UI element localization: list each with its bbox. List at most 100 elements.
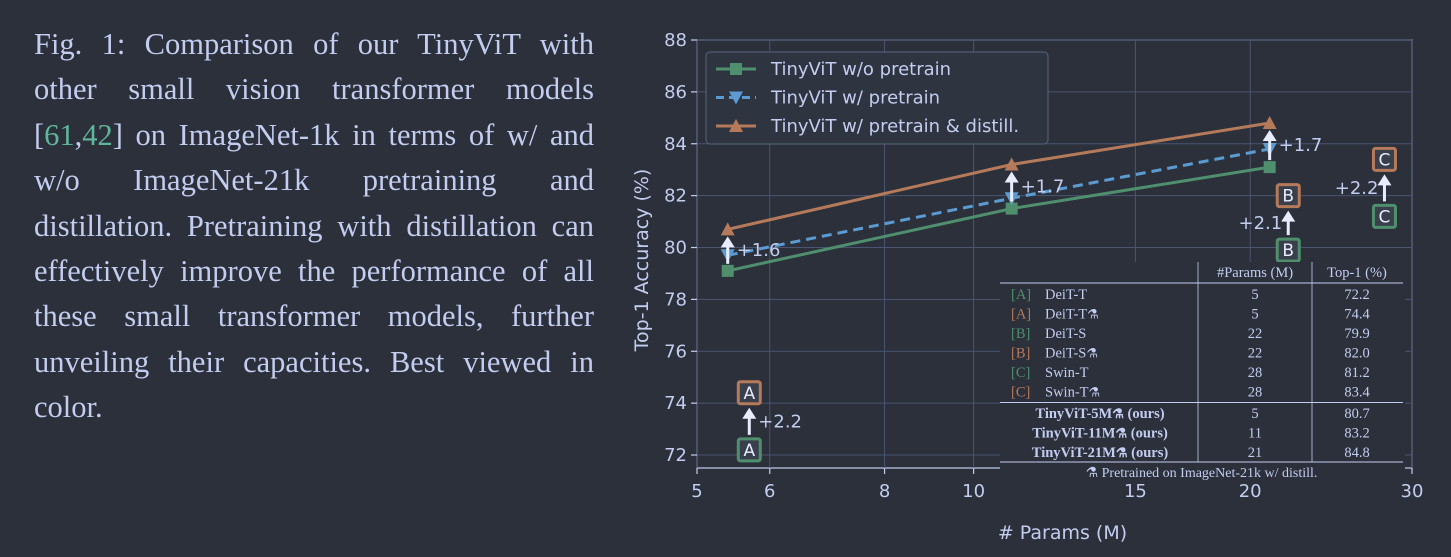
table-model-name: TinyViT-11M⚗ (ours) — [1032, 426, 1168, 442]
table-row: TinyViT-21M⚗ (ours) 21 84.8 — [1032, 445, 1370, 461]
table-header-params: #Params (M) — [1217, 265, 1293, 281]
table-row: TinyViT-11M⚗ (ours) 11 83.2 — [1032, 426, 1370, 442]
y-tick-label: 76 — [664, 341, 687, 362]
table-model-name: DeiT-T⚗ — [1045, 307, 1099, 323]
table-row: [B] DeiT-S 22 79.9 — [1011, 326, 1370, 342]
table-params-value: 22 — [1248, 326, 1263, 342]
table-footnote: ⚗ Pretrained on ImageNet-21k w/ distill. — [1086, 466, 1318, 481]
table-row-tag: [B] — [1011, 326, 1030, 342]
baseline-gain-arrow — [1377, 174, 1392, 202]
table-row: [C] Swin-T 28 81.2 — [1011, 365, 1370, 381]
table-top1-value: 84.8 — [1344, 445, 1369, 461]
series-1-point — [1005, 202, 1018, 215]
table-row: [B] DeiT-S⚗ 22 82.0 — [1011, 346, 1370, 362]
tinyvit-gain-label: +1.7 — [1021, 177, 1065, 198]
series-line-2 — [727, 147, 1270, 257]
baseline-box-letter: C — [1379, 150, 1391, 170]
table-row-tag: [A] — [1011, 307, 1031, 323]
y-tick-label: 88 — [664, 30, 687, 51]
tinyvit-gain-label: +1.6 — [737, 240, 781, 261]
series-line-1 — [727, 165, 1270, 273]
baseline-box-before: C — [1371, 203, 1397, 229]
y-axis-label: Top-1 Accuracy (%) — [631, 169, 653, 353]
series-3-point — [720, 222, 735, 236]
baseline-gain-arrow — [1281, 210, 1296, 236]
series-1-point — [721, 264, 734, 277]
tinyvit-gain-arrow — [1004, 171, 1019, 202]
arrow-head — [1004, 171, 1019, 183]
baseline-box-before: B — [1275, 237, 1301, 263]
baseline-box-before: A — [736, 437, 762, 463]
table-top1-value: 74.4 — [1344, 307, 1370, 323]
table-model-name: DeiT-T — [1045, 287, 1087, 303]
table-row-tag: [B] — [1011, 346, 1030, 362]
baseline-box-frame — [1371, 203, 1397, 229]
baseline-box-letter: B — [1282, 187, 1294, 207]
arrow-head — [742, 407, 757, 419]
table-row: [A] DeiT-T 5 72.2 — [1011, 287, 1370, 303]
table-top1-value: 81.2 — [1344, 365, 1369, 381]
baseline-box-letter: A — [743, 384, 755, 404]
y-tick-label: 72 — [664, 445, 687, 466]
table-top1-value: 82.0 — [1344, 346, 1369, 362]
baseline-box-after: A — [736, 380, 762, 406]
table-top1-value: 83.4 — [1344, 385, 1370, 401]
table-row-tag: [C] — [1011, 385, 1030, 401]
table-background — [1000, 262, 1405, 482]
citation-link-61[interactable]: 61 — [44, 117, 75, 152]
table-model-name: Swin-T⚗ — [1045, 385, 1100, 401]
table-model-name: DeiT-S — [1045, 326, 1086, 342]
baseline-box-frame — [1371, 146, 1397, 172]
baseline-gain-label: +2.2 — [1335, 178, 1379, 199]
baseline-box-frame — [1275, 237, 1301, 263]
legend-marker — [729, 119, 743, 132]
tinyvit-gain-arrow — [720, 236, 735, 264]
x-tick-label: 30 — [1401, 481, 1424, 502]
table-row: TinyViT-5M⚗ (ours) 5 80.7 — [1035, 406, 1369, 422]
y-tick-label: 80 — [664, 238, 687, 259]
table-top1-value: 79.9 — [1344, 326, 1369, 342]
table-model-name: Swin-T — [1045, 365, 1089, 381]
legend-label: TinyViT w/ pretrain — [770, 88, 940, 109]
citation-separator: , — [74, 117, 83, 152]
x-tick-label: 8 — [879, 481, 890, 502]
caption-text-before: Comparison of our TinyViT with other sma… — [34, 27, 594, 152]
baseline-gain-label: +2.2 — [758, 411, 802, 432]
table-params-value: 5 — [1251, 307, 1258, 323]
baseline-box-letter: C — [1379, 207, 1391, 227]
baseline-box-letter: A — [743, 441, 755, 461]
table-row-tag: [A] — [1011, 287, 1031, 303]
baseline-box-after: B — [1275, 183, 1301, 209]
citation-link-42[interactable]: 42 — [82, 117, 113, 152]
baseline-box-frame — [1275, 183, 1301, 209]
baseline-gain-label: +2.1 — [1239, 213, 1283, 234]
caption-label: Fig. 1: — [34, 27, 126, 61]
baseline-gain-arrow — [742, 407, 757, 435]
arrow-head — [720, 236, 735, 248]
baseline-box-frame — [736, 380, 762, 406]
table-row-tag: [C] — [1011, 365, 1030, 381]
y-tick-label: 74 — [664, 393, 687, 414]
table-top1-value: 80.7 — [1344, 406, 1369, 422]
table-params-value: 5 — [1251, 287, 1258, 303]
table-params-value: 22 — [1248, 346, 1263, 362]
table-row: [C] Swin-T⚗ 28 83.4 — [1011, 385, 1370, 401]
x-tick-label: 6 — [764, 481, 775, 502]
chart-legend: TinyViT w/o pretrain TinyViT w/ pretrain T… — [705, 51, 1049, 145]
figure-caption: Fig. 1: Comparison of our TinyViT with o… — [34, 22, 594, 431]
tinyvit-gain-arrow — [1262, 130, 1277, 161]
table-params-value: 11 — [1248, 426, 1262, 442]
x-tick-label: 5 — [691, 481, 702, 502]
tinyvit-gain-label: +1.7 — [1279, 135, 1323, 156]
y-tick-label: 82 — [664, 186, 687, 207]
table-header-top1: Top-1 (%) — [1327, 265, 1387, 281]
table-params-value: 5 — [1251, 406, 1258, 422]
arrow-head — [1377, 174, 1392, 186]
y-tick-label: 84 — [664, 134, 687, 155]
series-3-point — [1004, 157, 1019, 171]
x-tick-label: 10 — [962, 481, 985, 502]
table-top1-value: 83.2 — [1344, 426, 1369, 442]
x-tick-label: 20 — [1239, 481, 1262, 502]
caption-text-after: ] on ImageNet-1k in terms of w/ and w/o … — [34, 117, 594, 425]
